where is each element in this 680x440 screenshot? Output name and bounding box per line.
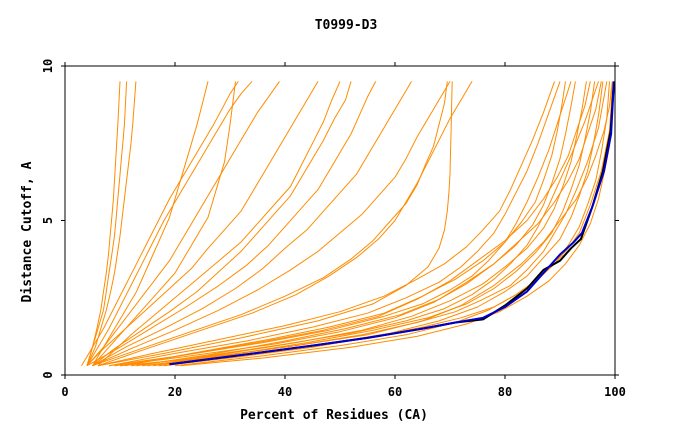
series-steep-f: [97, 81, 341, 367]
chart-title: T0999-D3: [315, 18, 378, 33]
x-tick-label-40: 40: [278, 385, 292, 399]
series-vertical-d: [92, 81, 209, 366]
series-far-right-f: [125, 81, 566, 367]
series-steep-e: [81, 81, 239, 366]
series-cluster-c: [130, 81, 599, 367]
series-steep-b: [86, 81, 253, 366]
x-tick-label-80: 80: [498, 385, 512, 399]
y-tick-label-0: 0: [41, 371, 55, 378]
series-vertical-e: [92, 81, 236, 367]
series-upper-hump-c: [108, 81, 591, 367]
series-vertical-a: [86, 81, 128, 366]
series-upper-hump-a: [119, 81, 613, 367]
series-vertical-c: [86, 81, 121, 366]
series-mid-e: [92, 81, 448, 367]
x-tick-label-20: 20: [168, 385, 182, 399]
series-far-right-d: [147, 81, 587, 367]
series-best-model: [169, 81, 615, 366]
y-tick-label-5: 5: [41, 217, 55, 224]
x-tick-label-100: 100: [604, 385, 626, 399]
plot-frame: [64, 65, 616, 376]
ticks-layer: 0 20 40 60 80 100 0 5 10: [41, 59, 626, 399]
series-cluster-e: [108, 81, 561, 367]
series-far-right-a: [174, 81, 610, 367]
series-layer: [81, 81, 615, 367]
series-steep-d: [92, 81, 352, 367]
series-vertical-b: [86, 81, 137, 366]
series-plateau-70: [97, 81, 453, 367]
y-axis-label: Distance Cutoff, A: [20, 161, 35, 302]
series-mid-c: [92, 81, 412, 367]
series-mid-d: [86, 81, 377, 367]
series-cluster-f: [97, 81, 555, 367]
x-tick-label-60: 60: [388, 385, 402, 399]
x-tick-label-0: 0: [61, 385, 68, 399]
series-mid-b: [92, 81, 451, 367]
series-mid-a: [97, 81, 473, 367]
series-steep-c: [86, 81, 319, 367]
series-far-right-e: [136, 81, 576, 367]
series-steep-a: [86, 81, 280, 367]
y-tick-label-10: 10: [41, 59, 55, 73]
x-axis-label: Percent of Residues (CA): [240, 408, 428, 423]
series-far-right-c: [152, 81, 596, 367]
series-cluster-d: [119, 81, 572, 367]
